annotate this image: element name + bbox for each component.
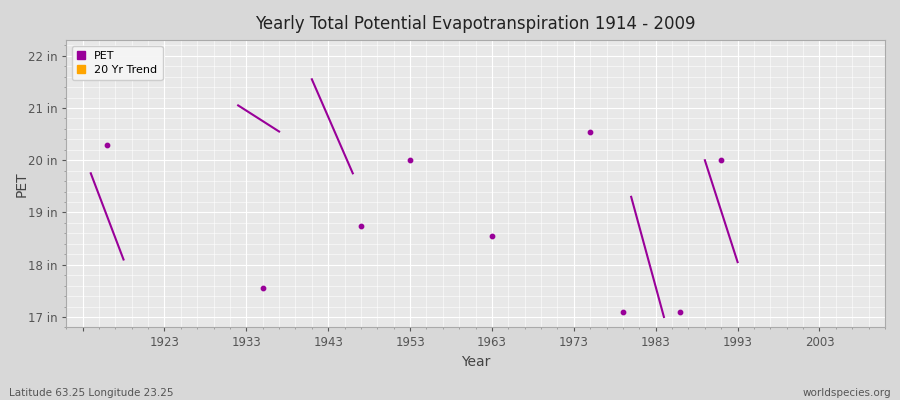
Point xyxy=(714,157,728,164)
Text: worldspecies.org: worldspecies.org xyxy=(803,388,891,398)
Point xyxy=(485,233,500,239)
Legend: PET, 20 Yr Trend: PET, 20 Yr Trend xyxy=(72,46,163,80)
X-axis label: Year: Year xyxy=(461,355,491,369)
Point xyxy=(583,128,598,135)
Y-axis label: PET: PET xyxy=(15,171,29,196)
Point xyxy=(616,308,630,315)
Point xyxy=(354,222,368,229)
Title: Yearly Total Potential Evapotranspiration 1914 - 2009: Yearly Total Potential Evapotranspiratio… xyxy=(256,15,696,33)
Text: Latitude 63.25 Longitude 23.25: Latitude 63.25 Longitude 23.25 xyxy=(9,388,174,398)
Point xyxy=(403,157,418,164)
Point xyxy=(256,285,270,292)
Point xyxy=(100,141,114,148)
Point xyxy=(673,308,688,315)
